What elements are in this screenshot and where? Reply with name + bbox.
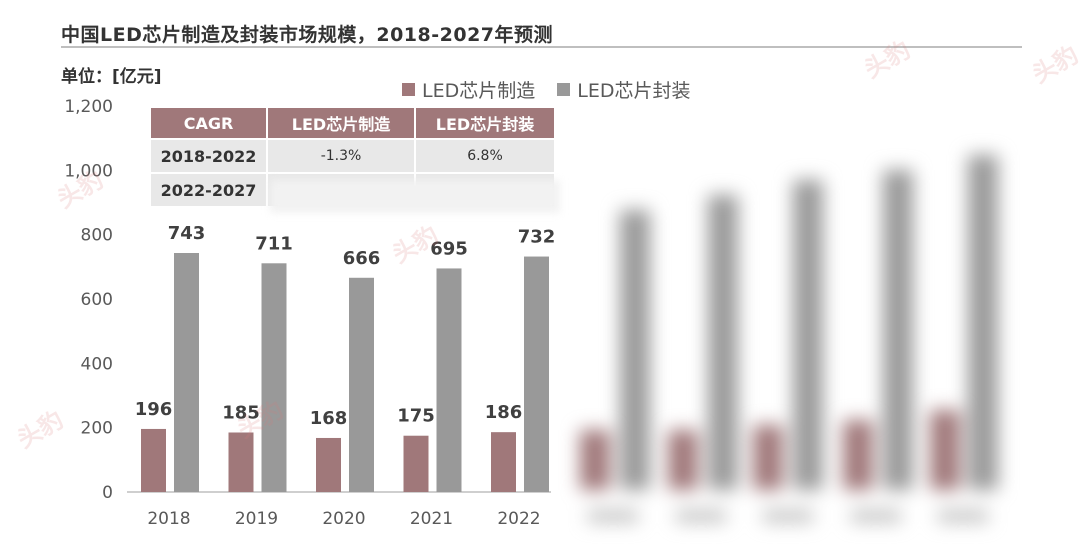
- data-label: 185: [222, 402, 260, 423]
- y-tick-label: 1,200: [64, 97, 113, 117]
- y-tick-label: 200: [81, 419, 113, 439]
- data-label: 695: [430, 238, 468, 259]
- y-tick-label: 1,000: [64, 161, 113, 181]
- legend-item-manufacturing: LED芯片制造: [402, 76, 535, 103]
- x-tick-label: 2022: [497, 509, 540, 529]
- blurred-cagr-values: [270, 180, 560, 213]
- legend-swatch-manufacturing: [402, 83, 415, 96]
- bar-manufacturing: [491, 432, 516, 492]
- cagr-period: 2018-2022: [151, 140, 266, 172]
- bar-packaging: [349, 277, 374, 492]
- bar-packaging: [524, 256, 549, 492]
- chart-title: 中国LED芯片制造及封装市场规模，2018-2027年预测: [61, 24, 554, 46]
- blurred-forecast-bars: [568, 140, 1080, 540]
- chart-legend: LED芯片制造 LED芯片封装: [402, 76, 712, 103]
- bar-manufacturing: [403, 435, 429, 492]
- data-label: 196: [135, 399, 173, 420]
- data-label: 175: [397, 406, 435, 427]
- cagr-manufacturing-value: -1.3%: [268, 140, 414, 172]
- legend-item-packaging: LED芯片封装: [557, 76, 690, 103]
- y-tick-label: 400: [81, 354, 113, 374]
- data-label: 168: [310, 408, 348, 429]
- y-tick-label: 800: [81, 226, 113, 246]
- unit-label: 单位：[亿元]: [61, 67, 162, 87]
- y-tick-label: 600: [81, 290, 113, 310]
- data-label: 711: [255, 233, 293, 254]
- x-tick-label: 2020: [322, 509, 365, 529]
- cagr-header: CAGR: [151, 108, 266, 138]
- cagr-header-packaging: LED芯片封装: [416, 108, 554, 138]
- x-tick-label: 2021: [410, 509, 453, 529]
- cagr-header-manufacturing: LED芯片制造: [268, 108, 414, 138]
- x-tick-label: 2019: [235, 509, 278, 529]
- data-label: 743: [168, 223, 206, 244]
- x-tick-label: 2018: [147, 509, 190, 529]
- legend-label-manufacturing: LED芯片制造: [422, 80, 536, 102]
- data-label: 186: [485, 402, 523, 423]
- legend-label-packaging: LED芯片封装: [577, 80, 691, 102]
- legend-swatch-packaging: [557, 83, 571, 96]
- bar-manufacturing: [228, 432, 254, 492]
- data-label: 666: [343, 248, 381, 269]
- bar-packaging: [174, 253, 199, 492]
- cagr-packaging-value: 6.8%: [416, 140, 554, 172]
- title-divider: [61, 46, 1022, 48]
- cagr-table: CAGR LED芯片制造 LED芯片封装 2018-2022 -1.3% 6.8…: [149, 106, 556, 208]
- bar-packaging: [436, 268, 462, 492]
- bar-manufacturing: [141, 428, 166, 492]
- cagr-period: 2022-2027: [151, 174, 266, 206]
- bar-manufacturing: [316, 437, 341, 492]
- y-tick-label: 0: [102, 483, 113, 503]
- data-label: 732: [518, 227, 556, 248]
- cagr-row: 2018-2022 -1.3% 6.8%: [151, 140, 554, 172]
- bar-packaging: [261, 263, 287, 492]
